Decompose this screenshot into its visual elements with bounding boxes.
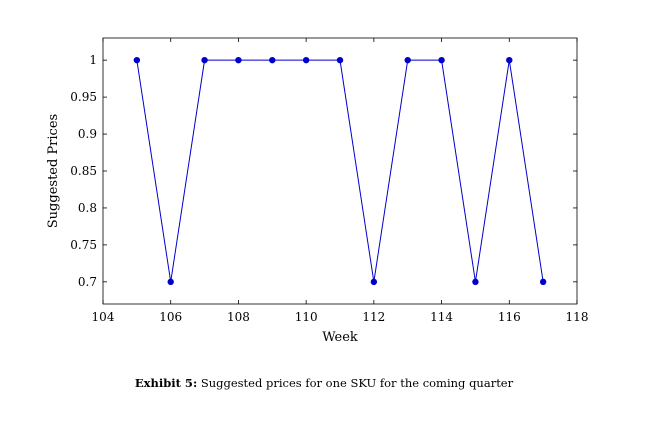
series-points [133, 56, 547, 286]
x-tick-label: 116 [498, 310, 521, 324]
caption-text: Suggested prices for one SKU for the com… [200, 376, 514, 390]
data-point [235, 56, 242, 64]
caption-label: Exhibit 5: [134, 376, 198, 390]
x-axis-ticks: 104 106 108 110 112 114 116 118 [92, 38, 589, 324]
data-point [404, 56, 411, 64]
data-point [370, 278, 378, 286]
data-point [539, 278, 547, 286]
data-point [133, 56, 141, 64]
y-tick-label: 0.95 [70, 90, 97, 104]
y-tick-label: 0.8 [78, 201, 97, 215]
y-tick-label: 0.7 [78, 275, 97, 289]
figure-caption: Exhibit 5: Suggested prices for one SKU … [0, 376, 648, 390]
plot-frame [102, 37, 578, 305]
data-point [336, 56, 344, 64]
x-tick-label: 108 [227, 310, 250, 324]
x-tick-label: 118 [566, 310, 589, 324]
y-tick-label: 0.75 [70, 238, 97, 252]
data-point [438, 56, 445, 64]
data-point [201, 56, 208, 64]
y-axis-label: Suggested Prices [46, 114, 61, 228]
x-tick-label: 112 [362, 310, 385, 324]
data-point [167, 278, 174, 286]
x-axis-label: Week [322, 330, 358, 345]
x-tick-label: 110 [295, 310, 318, 324]
data-point [506, 56, 513, 64]
x-tick-label: 106 [159, 310, 182, 324]
series-line [136, 59, 544, 282]
data-point [302, 56, 310, 64]
y-tick-label: 1 [89, 53, 97, 67]
data-point [472, 278, 479, 286]
data-point [269, 56, 276, 64]
x-tick-label: 104 [92, 310, 115, 324]
y-axis-ticks: 0.7 0.75 0.8 0.85 0.9 0.95 1 [70, 53, 577, 289]
y-tick-label: 0.9 [78, 127, 97, 141]
y-tick-label: 0.85 [70, 164, 97, 178]
line-chart: 104 106 108 110 112 114 116 118 0.70.750.80.850… [46, 37, 589, 345]
x-tick-label: 114 [430, 310, 453, 324]
